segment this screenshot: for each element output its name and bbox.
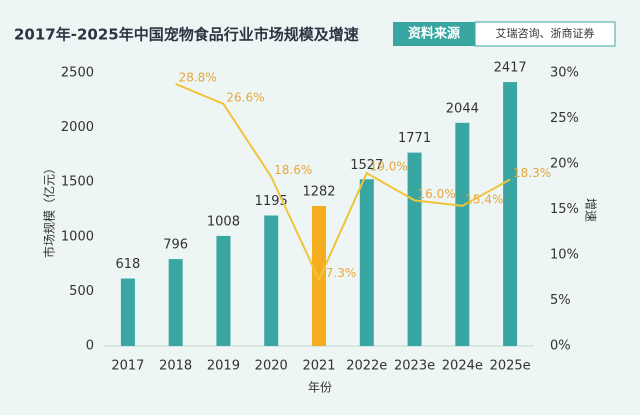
line [175,82,511,282]
source-text-box [474,21,616,47]
y-tick-label: 2000 [61,120,94,135]
bar [359,179,374,346]
line-label: 7.3% [326,266,357,280]
y2-axis-title: 增速 [584,198,598,222]
x-tick-label: 2022e [346,359,387,374]
bar-label: 1008 [207,214,240,229]
y-tick-label: 0 [86,339,94,354]
y-tick-label: 1500 [61,175,94,190]
y2-tick-label: 10% [550,248,579,263]
bar-label: 1195 [255,194,288,209]
bar [407,152,422,346]
bar [312,206,326,346]
line-label: 28.8% [179,70,217,84]
y2-tick-label: 15% [550,202,579,217]
bar-label: 2417 [494,61,527,76]
bar [455,122,470,346]
x-tick-label: 2019 [207,359,240,374]
x-tick-label: 2017 [111,359,144,374]
line-label: 26.6% [226,90,264,104]
bar [503,82,518,346]
bar [264,215,279,346]
line-label: 18.3% [513,166,551,180]
y-tick-label: 1000 [61,229,94,244]
x-tick-label: 2025e [490,359,531,374]
source-label-box [393,22,475,46]
y-tick-label: 2500 [61,66,94,81]
chart-title: 2017年-2025年中国宠物食品行业市场规模及增速 [14,26,359,44]
bar-label: 1282 [302,185,335,200]
y2-tick-label: 20% [550,157,579,172]
x-tick-label: 2023e [394,359,435,374]
bar-label: 796 [163,238,188,253]
y-tick-label: 500 [69,284,94,299]
y-axis-title: 市场规模（亿元） [42,162,57,258]
x-tick-label: 2024e [442,359,483,374]
y2-tick-label: 25% [550,111,579,126]
line-label: 15.4% [465,192,503,206]
bar-label: 618 [115,257,140,272]
bar [216,235,231,346]
line-label: 18.6% [274,163,312,177]
x-tick-label: 2020 [255,359,288,374]
x-axis-title: 年份 [308,381,332,395]
y2-tick-label: 0% [550,339,571,354]
y2-tick-label: 30% [550,66,579,81]
x-tick-label: 2021 [302,359,335,374]
y2-tick-label: 5% [550,293,571,308]
bar-label: 1527 [350,158,383,173]
bar [120,278,135,346]
line-label: 16.0% [417,187,455,201]
bar-label: 1771 [398,131,431,146]
source-text: 艾瑞咨询、浙商证券 [496,26,595,40]
source-label: 资料来源 [408,26,460,42]
x-tick-label: 2018 [159,359,192,374]
bar-label: 2044 [446,101,479,116]
bar [168,259,183,346]
line-label: 19.0% [370,160,408,174]
